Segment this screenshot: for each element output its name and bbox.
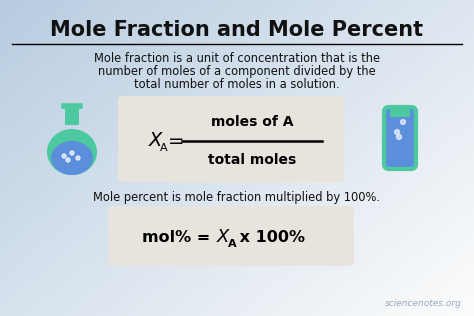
Text: Mole percent is mole fraction multiplied by 100%.: Mole percent is mole fraction multiplied… <box>93 191 381 204</box>
Text: mol% =: mol% = <box>142 229 216 245</box>
FancyBboxPatch shape <box>390 105 410 117</box>
Text: A: A <box>228 239 237 249</box>
FancyBboxPatch shape <box>108 206 354 266</box>
Text: moles of A: moles of A <box>211 115 293 129</box>
FancyBboxPatch shape <box>65 105 79 125</box>
FancyBboxPatch shape <box>118 96 344 182</box>
Text: $\mathit{X}$: $\mathit{X}$ <box>216 228 231 246</box>
Text: Mole Fraction and Mole Percent: Mole Fraction and Mole Percent <box>50 20 424 40</box>
Text: number of moles of a component divided by the: number of moles of a component divided b… <box>98 64 376 77</box>
Circle shape <box>401 119 405 125</box>
Text: Mole fraction is a unit of concentration that is the: Mole fraction is a unit of concentration… <box>94 52 380 64</box>
Circle shape <box>396 135 401 139</box>
Ellipse shape <box>47 129 97 175</box>
Ellipse shape <box>51 141 93 175</box>
Text: =: = <box>168 131 184 150</box>
Text: $\mathit{X}$: $\mathit{X}$ <box>148 131 164 150</box>
Text: total number of moles in a solution.: total number of moles in a solution. <box>134 77 340 90</box>
Circle shape <box>76 156 80 160</box>
FancyBboxPatch shape <box>384 107 416 169</box>
Circle shape <box>394 130 400 135</box>
Text: sciencenotes.org: sciencenotes.org <box>385 299 462 308</box>
Text: A: A <box>160 143 168 153</box>
Text: total moles: total moles <box>208 153 296 167</box>
Circle shape <box>70 151 74 155</box>
Text: x 100%: x 100% <box>234 229 305 245</box>
Circle shape <box>66 158 70 162</box>
Circle shape <box>62 154 66 158</box>
